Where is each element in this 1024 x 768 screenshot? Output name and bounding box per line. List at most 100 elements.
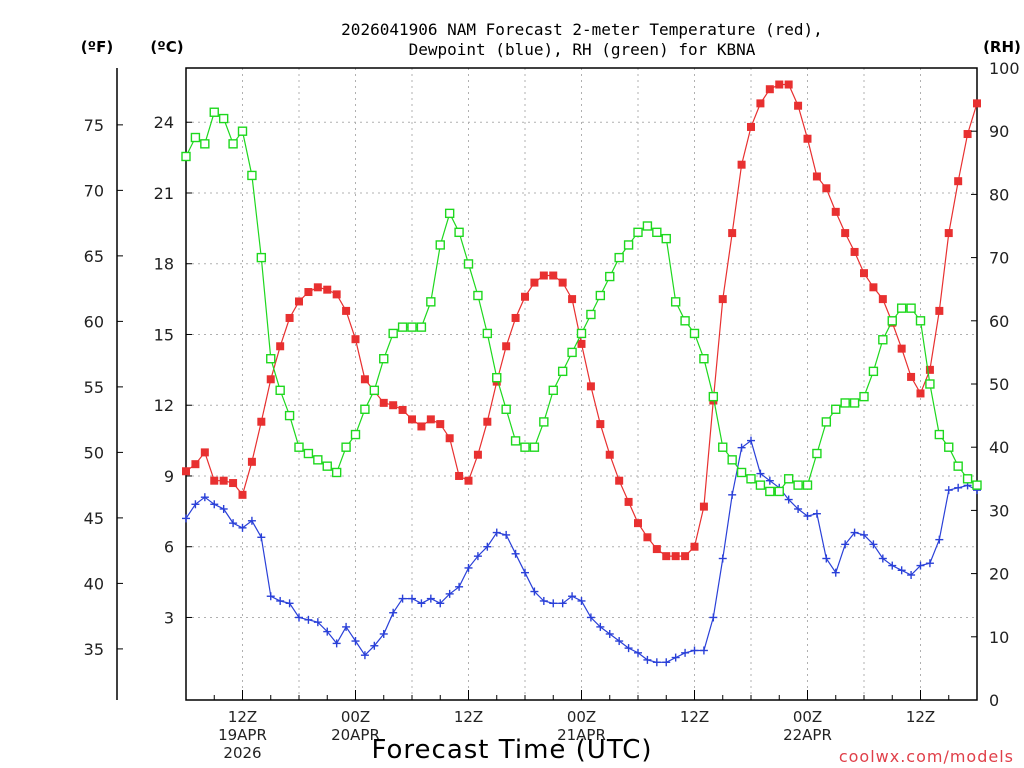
dewpoint-point	[285, 599, 294, 608]
rh-point	[454, 227, 464, 238]
dewpoint-point	[200, 493, 209, 502]
dewpoint-point	[549, 599, 558, 608]
dewpoint-point	[860, 530, 868, 539]
x-tick-label: 12Z	[228, 708, 257, 726]
rh-point	[190, 132, 201, 143]
dewpoint-point	[652, 658, 661, 667]
dewpoint-point	[897, 566, 906, 575]
rh-point	[783, 474, 794, 484]
dewpoint-point	[690, 646, 699, 655]
temperature-point	[624, 497, 633, 506]
rh-point	[680, 316, 690, 326]
temperature-point	[351, 335, 360, 344]
rh-point	[708, 391, 719, 402]
dewpoint-point	[756, 469, 765, 478]
dewpoint-point	[389, 608, 398, 617]
dewpoint-point	[408, 594, 416, 603]
rh-point	[407, 322, 417, 332]
temperature-point	[539, 271, 548, 280]
rh-point	[529, 442, 540, 452]
rh-point	[501, 404, 511, 414]
temperature-point	[963, 130, 972, 139]
rh-point	[482, 328, 493, 339]
temperature-point	[775, 80, 784, 89]
temperature-point	[850, 247, 859, 256]
rh-point	[821, 417, 832, 427]
temperature-point	[831, 207, 840, 216]
temperature-point	[765, 85, 774, 94]
dewpoint-point	[634, 648, 642, 657]
dewpoint-point	[709, 613, 718, 622]
temperature-point	[907, 372, 916, 381]
dewpoint-point	[229, 519, 238, 528]
grid-lines	[186, 68, 977, 700]
rh-point	[303, 448, 314, 459]
temperature-point	[417, 422, 426, 431]
rh-point	[840, 398, 850, 408]
dewpoint-point	[238, 523, 247, 532]
data-series	[181, 80, 982, 667]
rh-point	[247, 170, 257, 181]
temperature-point	[200, 448, 209, 457]
rh-point	[896, 303, 907, 313]
dewpoint-point	[191, 500, 200, 509]
rh-point	[878, 335, 888, 345]
rh-tick-label: 70	[989, 249, 1009, 268]
temperature-point	[681, 552, 690, 561]
dewpoint-point	[521, 568, 529, 577]
dewpoint-point	[342, 622, 351, 631]
celsius-unit-label: (ºC)	[150, 38, 183, 56]
temperature-point	[511, 313, 520, 322]
temperature-point	[897, 344, 906, 353]
x-tick-label: 21APR	[557, 726, 606, 744]
rh-point	[623, 240, 634, 250]
rh-point	[962, 474, 973, 484]
rh-point	[849, 398, 860, 408]
celsius-tick-label: 3	[164, 608, 174, 627]
temperature-point	[342, 306, 351, 315]
temperature-point	[238, 490, 247, 499]
rh-tick-label: 10	[989, 628, 1009, 647]
rh-point	[275, 385, 285, 396]
rh-point	[727, 455, 737, 465]
temperature-point	[756, 99, 765, 108]
tick-labels: 35 40 45 50 55 60 65 70 75 3 6 9 12 15 18 21 24 0 10 20 30 40…	[84, 59, 1020, 762]
rh-point	[548, 385, 558, 396]
temperature-point	[935, 306, 944, 315]
dewpoint-point	[916, 561, 925, 570]
temperature-point	[266, 375, 275, 384]
rh-point	[699, 354, 709, 364]
temperature-point	[276, 342, 285, 351]
dewpoint-point	[878, 554, 887, 563]
rh-point	[595, 290, 606, 301]
rh-point	[944, 442, 954, 452]
temperature-point	[360, 375, 369, 384]
dewpoint-point	[276, 596, 285, 605]
temperature-point	[878, 295, 887, 304]
rh-point	[181, 151, 191, 162]
temperature-point	[718, 295, 727, 304]
dewpoint-point	[888, 561, 897, 570]
temperature-point	[323, 285, 332, 294]
dewpoint-point	[502, 530, 511, 539]
dewpoint-point	[323, 627, 332, 636]
temperature-point	[586, 382, 595, 391]
temperature-point	[182, 467, 190, 476]
dewpoint-point	[539, 596, 548, 605]
dewpoint-point	[210, 500, 219, 509]
dewpoint-point	[850, 528, 859, 537]
rh-point	[831, 404, 841, 414]
temperature-point	[916, 389, 925, 398]
rh-point	[812, 448, 822, 459]
rh-point	[369, 385, 380, 396]
rh-point	[200, 139, 210, 149]
dewpoint-point	[182, 514, 190, 523]
rh-point	[567, 347, 577, 358]
fahrenheit-tick-label: 75	[84, 116, 104, 135]
fahrenheit-tick-label: 55	[84, 378, 104, 397]
temperature-point	[925, 365, 934, 374]
dewpoint-line	[185, 439, 978, 663]
x-tick-label: 00Z	[793, 708, 822, 726]
temperature-point	[794, 101, 803, 110]
